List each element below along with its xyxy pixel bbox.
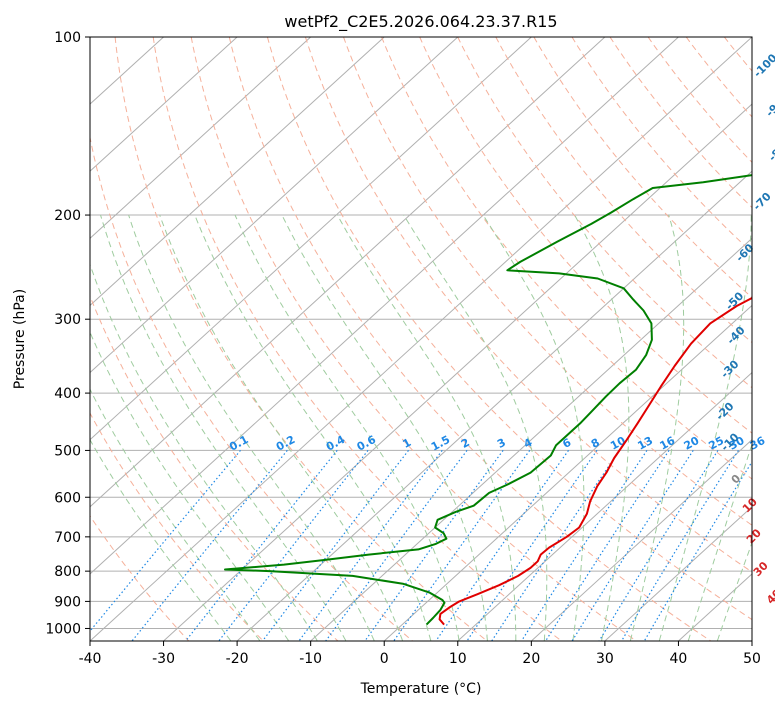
mixing-ratio-line [263, 450, 409, 641]
moist-adiabat-line [160, 215, 403, 641]
chart-title: wetPf2_C2E5.2026.064.23.37.R15 [284, 12, 557, 32]
moist-adiabat-line [75, 215, 317, 641]
x-tick-label: -20 [226, 651, 249, 667]
mixing-ratio-line [326, 450, 467, 641]
background-lines [0, 37, 775, 641]
moist-adiabat-line [101, 215, 346, 641]
dry-adiabat-line [382, 37, 775, 641]
y-tick-label: 500 [54, 443, 81, 459]
moist-adiabat-line [282, 215, 488, 641]
y-tick-label: 200 [54, 208, 81, 224]
isotherm-line [164, 37, 775, 641]
dry-adiabat-label: -60 [733, 241, 756, 264]
moist-adiabat-line [195, 215, 431, 641]
y-tick-label: 400 [54, 386, 81, 402]
dry-adiabat-line [229, 37, 711, 641]
isotherm-line [16, 37, 678, 641]
mixing-ratio-label: 3 [495, 436, 508, 451]
dry-adiabat-line [648, 37, 775, 641]
moist-adiabat-label: 30 [751, 559, 771, 579]
mixing-ratio-label: 16 [658, 434, 678, 453]
moist-adiabat-line [404, 215, 547, 641]
y-tick-label: 900 [54, 594, 81, 610]
moist-adiabat-label: 10 [740, 495, 760, 515]
dry-adiabat-line [0, 37, 189, 641]
mixing-ratio-line [299, 450, 442, 641]
x-tick-label: -40 [79, 651, 102, 667]
x-tick-label: -10 [299, 651, 322, 667]
x-tick-label: 10 [449, 651, 467, 667]
mixing-ratio-line [492, 450, 620, 641]
dry-adiabat-label: -70 [751, 190, 774, 213]
dry-adiabat-line [1, 37, 264, 641]
dry-adiabat-label: -20 [713, 399, 736, 422]
y-tick-label: 300 [54, 312, 81, 328]
mixing-ratio-line [572, 450, 693, 641]
moist-adiabat-line [659, 215, 751, 641]
y-tick-label: 1000 [45, 621, 81, 637]
y-tick-label: 800 [54, 564, 81, 580]
moist-adiabat-line [129, 215, 375, 641]
x-axis-label: Temperature (°C) [360, 681, 482, 697]
dry-adiabat-label: -90 [763, 96, 775, 119]
mixing-ratio-line [436, 450, 569, 641]
isotherm-line [0, 37, 311, 641]
y-tick-label: 100 [54, 30, 81, 46]
x-tick-label: 30 [596, 651, 614, 667]
x-tick-label: -30 [152, 651, 175, 667]
dry-adiabat-line [610, 37, 775, 641]
dry-adiabat-line [267, 37, 775, 641]
moist-adiabat-label: 0 [729, 472, 744, 487]
moist-adiabat-line [718, 215, 775, 641]
isotherm-line [0, 37, 531, 641]
mixing-ratio-line [82, 450, 241, 641]
dry-adiabat-line [39, 37, 338, 641]
mixing-ratio-line [219, 450, 368, 641]
moist-adiabat-label: 40 [764, 586, 775, 606]
mixing-ratio-line [186, 450, 338, 641]
mixing-ratio-label: 20 [682, 434, 702, 453]
isotherm-line [311, 37, 775, 641]
mixing-ratio-label: 2 [459, 436, 472, 451]
dry-adiabat-line [762, 37, 775, 641]
moist-adiabat-label: 20 [744, 526, 764, 546]
mixing-ratio-line [546, 450, 669, 641]
isotherm-line [0, 37, 458, 641]
x-tick-label: 50 [743, 651, 761, 667]
mixing-ratio-line [622, 450, 739, 641]
x-tick-label: 40 [670, 651, 688, 667]
mixing-ratio-label: 8 [589, 436, 602, 451]
dry-adiabat-label: -30 [718, 357, 741, 380]
dry-adiabat-label: -100 [751, 51, 775, 80]
dry-adiabat-line [572, 37, 775, 641]
isotherm-line [752, 37, 775, 641]
dry-adiabat-line [115, 37, 487, 641]
y-tick-label: 700 [54, 530, 81, 546]
mixing-ratio-line [467, 450, 597, 641]
dry-adiabat-label: -80 [766, 141, 775, 164]
x-tick-label: 0 [380, 651, 389, 667]
isotherm-line [0, 37, 237, 641]
mixing-ratio-label: 6 [560, 436, 573, 451]
y-tick-label: 600 [54, 490, 81, 506]
moist-adiabat-line [51, 215, 288, 641]
x-tick-label: 20 [522, 651, 540, 667]
y-axis-label: Pressure (hPa) [12, 289, 28, 389]
